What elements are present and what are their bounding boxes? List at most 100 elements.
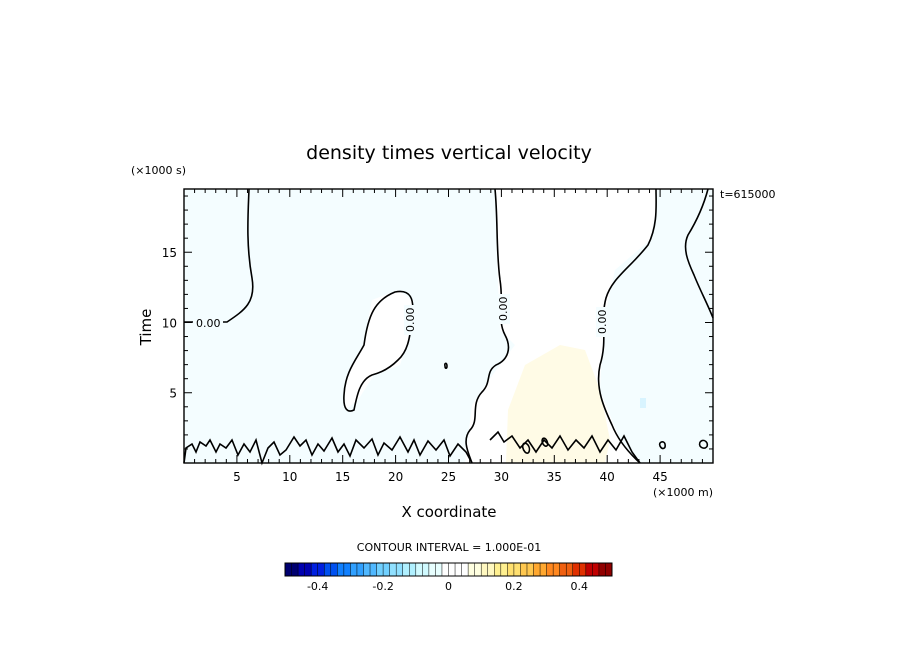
colorbar-cell	[422, 563, 430, 576]
contour-small-5	[658, 441, 666, 450]
colorbar-cell	[350, 563, 358, 576]
colorbar-cell	[343, 563, 351, 576]
colorbar-cell	[487, 563, 495, 576]
colorbar-cell	[356, 563, 364, 576]
y-tick-label: 15	[162, 246, 177, 260]
contour-label-bg	[497, 294, 510, 324]
x-tick-label: 10	[282, 470, 297, 484]
x-tick-label: 35	[547, 470, 562, 484]
colorbar-cell	[546, 563, 554, 576]
y-axis-label: Time	[137, 309, 155, 347]
colorbar-cell	[317, 563, 325, 576]
contour-bottom-mid	[489, 430, 641, 464]
colorbar-cell	[337, 563, 345, 576]
colorbar-cell	[396, 563, 404, 576]
negative-region-center	[184, 189, 515, 463]
colorbar-cell	[507, 563, 515, 576]
x-tick-label: 30	[494, 470, 509, 484]
contour-small-4	[698, 439, 709, 449]
contour-small-1	[521, 442, 531, 454]
colorbar-cell	[592, 563, 600, 576]
contour-label-bg	[193, 317, 223, 330]
colorbar-cell	[526, 563, 534, 576]
colorbar-cell	[304, 563, 312, 576]
colorbar-cell	[559, 563, 567, 576]
chart-title: density times vertical velocity	[306, 142, 592, 164]
colorbar-cell	[513, 563, 521, 576]
colorbar-cell	[409, 563, 417, 576]
colorbar-cell	[415, 563, 423, 576]
colorbar-tick-labels: -0.4 -0.2 0 0.2 0.4	[307, 580, 588, 593]
contour-left	[184, 188, 254, 323]
colorbar-cell	[533, 563, 541, 576]
colorbar-tick-label: 0	[445, 580, 452, 593]
timestamp-label: t=615000	[720, 188, 776, 201]
x-tick-label: 40	[600, 470, 615, 484]
colorbar-frame	[284, 562, 613, 577]
x-tick-label: 20	[388, 470, 403, 484]
contour-island	[343, 290, 414, 412]
positive-region	[506, 345, 610, 463]
contour-label: 0.00	[196, 317, 221, 330]
colorbar-cell	[520, 563, 528, 576]
colorbar-tick-label: -0.2	[372, 580, 393, 593]
colorbar-cell	[285, 563, 292, 576]
colorbar-cell	[481, 563, 489, 576]
colorbar-cell	[428, 563, 436, 576]
contour-small-2	[541, 437, 549, 447]
contour-center	[465, 188, 510, 464]
colorbar-cell	[468, 563, 475, 576]
x-unit-label: (×1000 m)	[653, 486, 713, 499]
colorbar	[284, 562, 613, 577]
axis-ticks	[184, 189, 713, 463]
contour-far-right	[684, 188, 714, 319]
colorbar-tick-label: 0.4	[571, 580, 589, 593]
x-axis-label: X coordinate	[401, 503, 496, 521]
y-tick-label: 10	[162, 316, 177, 330]
colorbar-cell	[330, 563, 338, 576]
x-tick-label: 45	[652, 470, 667, 484]
colorbar-cell	[540, 563, 547, 576]
colorbar-cell	[500, 563, 508, 576]
colorbar-cell	[474, 563, 482, 576]
colorbar-cell	[363, 563, 371, 576]
island-region	[345, 290, 412, 410]
y-tick-label: 5	[169, 387, 177, 401]
contour-interval-label: CONTOUR INTERVAL = 1.000E-01	[357, 541, 541, 554]
colorbar-cell	[553, 563, 560, 576]
y-unit-label: (×1000 s)	[131, 164, 186, 177]
negative-region-right	[600, 189, 713, 463]
colorbar-cell	[494, 563, 502, 576]
colorbar-cell	[448, 563, 456, 576]
colorbar-cell	[435, 563, 443, 576]
colorbar-cell	[298, 563, 305, 576]
contour-label: 0.00	[497, 297, 510, 322]
x-tick-label: 5	[233, 470, 241, 484]
negative-region-left	[184, 189, 255, 463]
x-tick-label: 25	[441, 470, 456, 484]
colorbar-cell	[291, 563, 299, 576]
colorbar-cell	[455, 563, 462, 576]
contour-label: 0.00	[404, 308, 417, 333]
colorbar-tick-label: -0.4	[307, 580, 328, 593]
colorbar-cell	[383, 563, 390, 576]
contour-labels: 0.00 0.00 0.00 0.00	[193, 294, 609, 337]
axis-tick-labels: 5 10 15 20 25 30 35 40 45 5 10 15	[162, 246, 668, 484]
colorbar-cell	[389, 563, 397, 576]
colorbar-cell	[572, 563, 580, 576]
contour-label-bg	[404, 305, 417, 335]
colorbar-cell	[402, 563, 410, 576]
colorbar-cell	[585, 563, 593, 576]
colorbar-cell	[311, 563, 318, 576]
colorbar-cell	[370, 563, 377, 576]
contour-fills	[184, 189, 713, 463]
x-tick-label: 15	[335, 470, 350, 484]
colorbar-tick-label: 0.2	[505, 580, 523, 593]
colorbar-cell	[376, 563, 384, 576]
plot-area: 5 10 15 20 25 30 35 40 45 5 10 15 0.00 0.00 0.00 0.00	[162, 188, 714, 484]
colorbar-cell	[441, 563, 449, 576]
colorbar-cell	[605, 563, 613, 576]
contour-small-3	[444, 362, 448, 370]
contour-bottom	[183, 435, 473, 466]
